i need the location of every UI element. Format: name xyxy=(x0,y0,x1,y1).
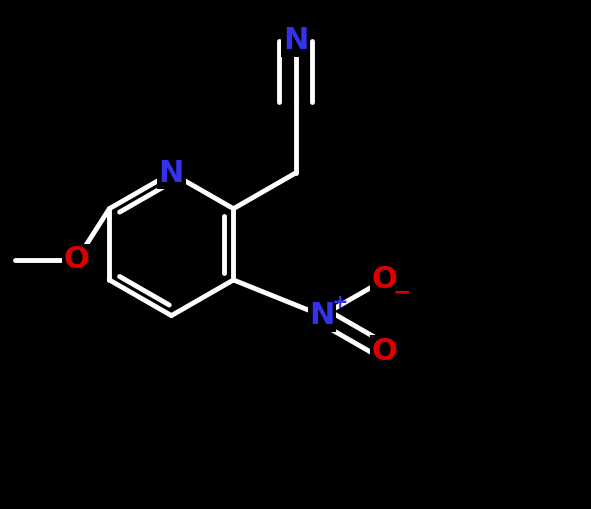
Text: N: N xyxy=(310,301,335,330)
Text: +: + xyxy=(332,293,348,313)
Text: −: − xyxy=(392,282,411,303)
Text: O: O xyxy=(371,266,397,294)
Text: O: O xyxy=(64,245,90,274)
Text: N: N xyxy=(283,26,308,55)
Text: N: N xyxy=(159,159,184,187)
Text: O: O xyxy=(371,337,397,365)
